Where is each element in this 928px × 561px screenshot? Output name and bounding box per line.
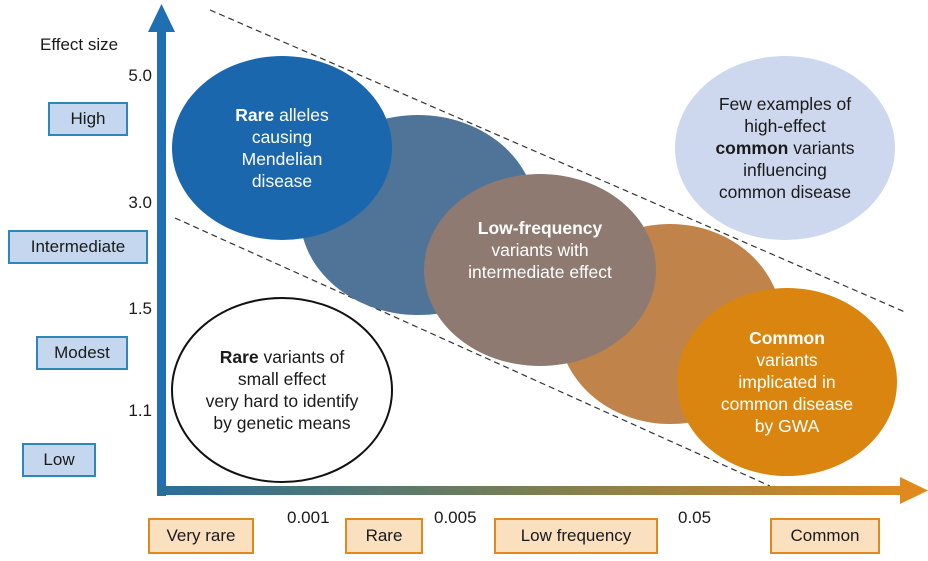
rare-mendelian-ellipse: [172, 56, 392, 240]
x-tick-label: 0.005: [434, 508, 477, 527]
low-frequency-ellipse: [424, 174, 656, 366]
y-category-intermediate: Intermediate: [8, 230, 148, 264]
few-examples-text: Few examples of high-effect common varia…: [680, 58, 890, 238]
x-tick-label: 0.05: [678, 508, 712, 527]
rare-small-text: Rare variants of small effect very hard …: [176, 300, 388, 480]
x-category-very-rare: Very rare: [148, 518, 254, 554]
low-frequency-line3: intermediate effect: [468, 262, 612, 282]
few-examples-line3: variants: [788, 138, 855, 158]
rare-small-line1: variants of: [258, 347, 345, 367]
common-gwa-line2: variants: [756, 350, 818, 370]
x-tick-label: 0.001: [287, 508, 330, 527]
rare-small-line4: by genetic means: [213, 413, 351, 433]
rare-mendelian-line4: disease: [251, 171, 313, 191]
x-category-low-frequency: Low frequency: [494, 518, 658, 554]
common-gwa-bold: Common: [749, 328, 825, 348]
y-tick-label: 1.1: [128, 401, 152, 420]
y-category-low: Low: [22, 443, 96, 477]
y-tick-label: 5.0: [128, 66, 152, 85]
x-category-rare: Rare: [345, 518, 423, 554]
low-frequency-bold: Low-frequency: [477, 218, 603, 238]
x-axis-arrowhead: [900, 477, 928, 504]
low-frequency-text: Low-frequency variants with intermediate…: [430, 185, 650, 315]
low-frequency-line2: variants with: [491, 240, 589, 260]
y-tick-label: 3.0: [128, 193, 152, 212]
y-tick-label: 1.5: [128, 299, 152, 318]
few-examples-line2: high-effect: [744, 116, 826, 136]
rare-small-line3: very hard to identify: [205, 391, 359, 411]
common-gwa-line4: common disease: [720, 394, 854, 414]
common-gwa-line3: implicated in: [738, 372, 836, 392]
lower-dashed-line: [174, 217, 771, 487]
x-category-common: Common: [770, 518, 880, 554]
upper-dashed-line: [209, 9, 906, 313]
y-axis-arrowhead: [148, 4, 175, 32]
few-examples-bold: common: [715, 138, 789, 158]
few-examples-line5: common disease: [718, 182, 852, 202]
few-examples-line4: influencing: [743, 160, 827, 180]
rare-small-line2: small effect: [237, 369, 327, 389]
common-gwa-text: Common variants implicated in common dis…: [687, 292, 887, 472]
rare-mendelian-bold: Rare: [235, 105, 275, 125]
common-gwa-ellipse: [677, 288, 897, 476]
few-examples-ellipse: [675, 56, 895, 240]
y-axis-line: [157, 26, 166, 496]
y-category-high: High: [48, 102, 128, 136]
rare-mendelian-line3: Mendelian: [241, 149, 323, 169]
rare-small-bold: Rare: [219, 347, 259, 367]
few-examples-line1: Few examples of: [718, 94, 852, 114]
y-axis-title: Effect size: [40, 35, 119, 54]
y-category-modest: Modest: [36, 336, 128, 370]
rare-small-ellipse: [171, 297, 393, 483]
common-gwa-line5: by GWA: [754, 416, 820, 436]
rare-mendelian-line1: alleles: [274, 105, 329, 125]
x-axis-line: [157, 486, 905, 495]
rare-mendelian-text: Rare alleles causing Mendelian disease: [182, 58, 382, 238]
rare-mendelian-line2: causing: [251, 127, 313, 147]
